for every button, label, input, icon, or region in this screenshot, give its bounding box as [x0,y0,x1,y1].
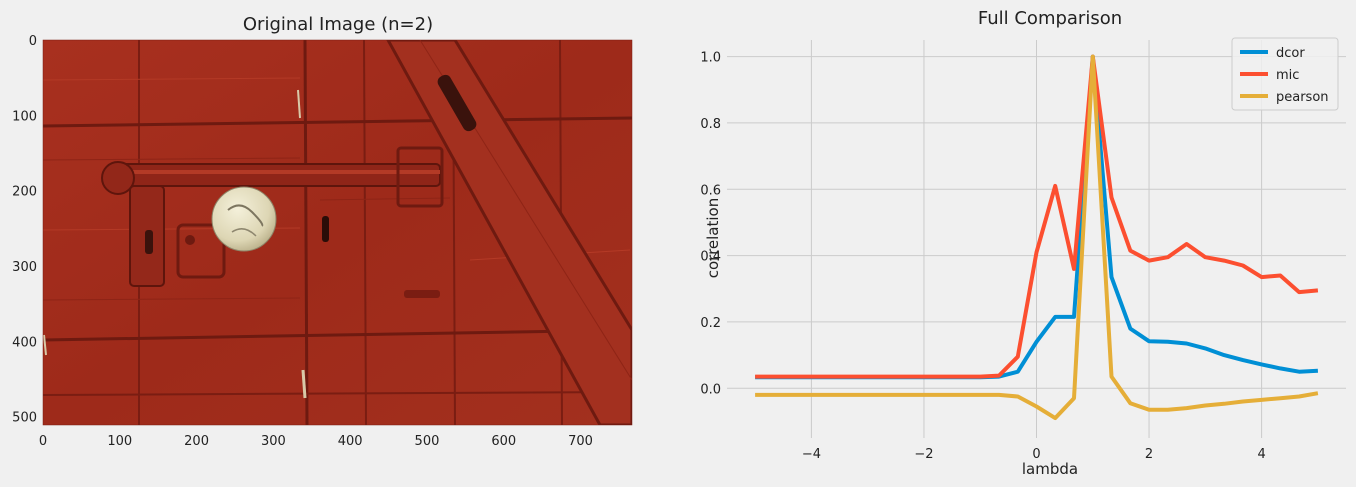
x-axis-label: lambda [1022,460,1078,478]
image-panel: Original Image (n=2) [12,14,633,449]
image-x-tick-label: 500 [415,434,440,449]
image-x-tick-label: 600 [491,434,516,449]
comparison-chart: Full Comparison −4 −2 0 2 4 0.0 0.2 0.4 0.6 0.8 1… [700,8,1346,478]
image-y-tick-label: 200 [12,185,37,200]
y-tick-label: 0.0 [700,382,721,397]
image-x-tick-label: 300 [261,434,286,449]
image-y-tick-label: 500 [12,411,37,426]
image-y-tick-label: 300 [12,260,37,275]
series-line-mic [755,54,1319,379]
x-tick-label: 2 [1145,447,1153,462]
image-x-tick-label: 200 [184,434,209,449]
image-y-tick-label: 100 [12,109,37,124]
y-tick-label: 0.6 [700,183,721,198]
image-x-tick-label: 0 [39,434,47,449]
series-line-pearson [755,54,1319,421]
y-axis-ticks: 0.0 0.2 0.4 0.6 0.8 1.0 [700,51,721,398]
series-lines [755,54,1319,421]
legend-box [1231,37,1339,111]
image-x-tick-label: 700 [568,434,593,449]
y-tick-label: 0.8 [700,117,721,132]
y-axis-label: correlation [704,198,722,279]
y-tick-label: 1.0 [700,51,721,66]
y-tick-label: 0.2 [700,316,721,331]
image-x-tick-label: 100 [107,434,132,449]
x-tick-label: 0 [1032,447,1040,462]
legend-label-mic: mic [1276,68,1299,83]
image-y-tick-label: 0 [29,34,37,49]
legend-label-dcor: dcor [1276,46,1305,61]
x-tick-label: −4 [802,447,821,462]
image-title: Original Image (n=2) [243,14,433,35]
legend-label-pearson: pearson [1276,90,1329,105]
x-axis-ticks: −4 −2 0 2 4 [802,447,1266,462]
x-tick-label: 4 [1257,447,1265,462]
chart-title: Full Comparison [978,8,1122,29]
x-tick-label: −2 [914,447,933,462]
image-y-tick-label: 400 [12,335,37,350]
legend: dcor mic pearson [1231,37,1339,111]
image-x-tick-label: 400 [338,434,363,449]
y-tick-label: 0.4 [700,250,721,265]
image-axes: 0 100 200 300 400 500 600 700 0 100 200 300 400 500 [12,34,593,449]
door-image [42,39,633,426]
